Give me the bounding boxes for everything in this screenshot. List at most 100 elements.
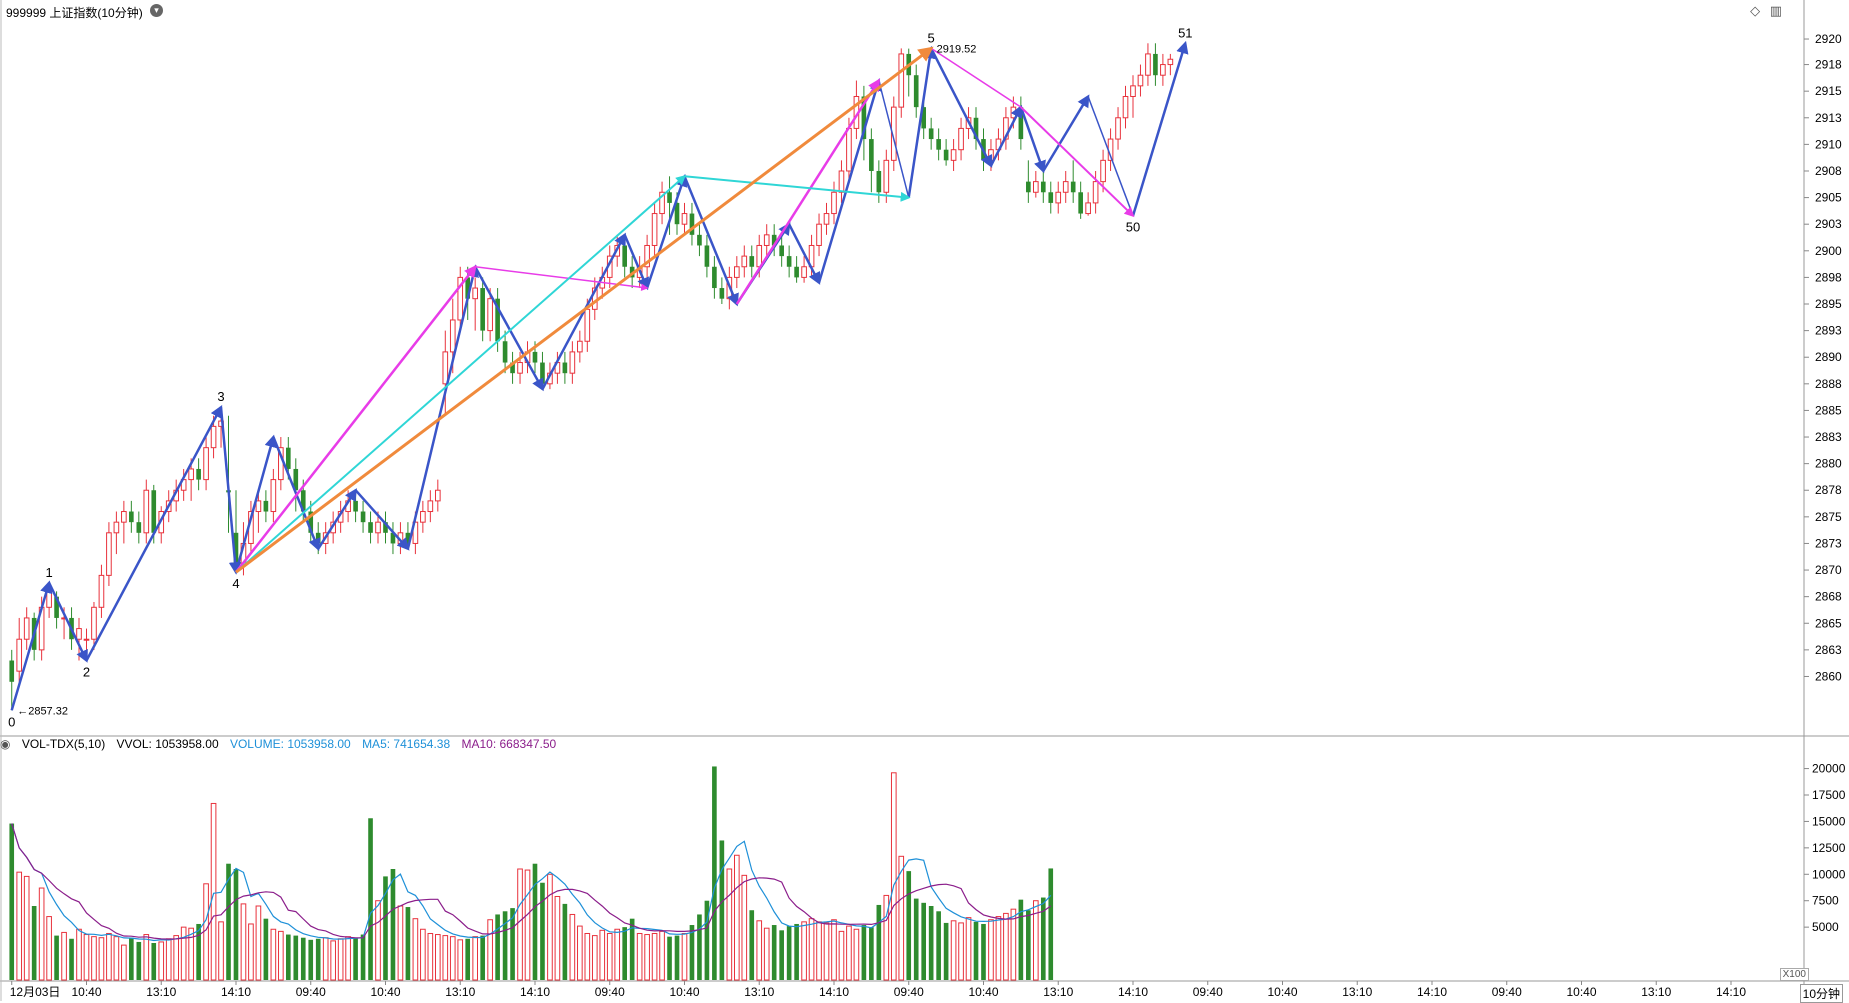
candle-up [883,159,890,193]
chart-header: 999999 上证指数(10分钟) ▾ ◇ ▥ [0,0,1800,22]
volume-bar-down [510,908,515,980]
chevron-down-icon[interactable]: ▾ [150,4,163,17]
x-tick-label: 10:40 [71,985,101,999]
y-tick-label: 2895 [1815,297,1842,311]
candle-down [465,277,471,299]
wave-line-blue [272,436,321,552]
candle-down [771,234,777,246]
volume-bar-up [898,855,905,981]
volume-bar-up [337,938,344,981]
volume-bar-down [383,876,388,980]
candle-up [569,351,576,374]
wave-line-blue [234,434,277,573]
candle-down [943,149,949,161]
volume-bar-down [129,937,134,980]
wave-label: 3 [217,389,224,404]
legend-ma10: MA10: 668347.50 [461,737,557,751]
volume-bar-up [270,928,277,981]
panel-toggle-icon[interactable]: ▥ [1769,3,1782,18]
volume-bar-down [1018,899,1024,980]
volume-bar-up [345,936,351,981]
period-selector[interactable]: 10分钟 [1799,984,1843,1003]
diamond-icon[interactable]: ◇ [1750,3,1761,18]
volume-bar-up [554,895,561,981]
wave-label: 5 [928,30,935,45]
y-tick-label: 2913 [1815,111,1842,125]
candle-down [196,468,201,480]
volume-bar-down [1040,897,1046,980]
wave-line-blue [683,175,739,307]
y-tick-label: 2893 [1815,324,1842,338]
candle-down [674,202,680,225]
candle-up [210,425,217,449]
candle-down [697,234,702,246]
candle-down [1040,181,1046,193]
candle-up [188,468,194,481]
volume-bar-down [704,900,710,980]
candle-down [532,351,538,363]
x-tick-label: 09:40 [595,985,625,999]
candle-up [375,521,381,534]
candle-up [1122,95,1129,119]
y-tick-label: 2863 [1815,643,1842,657]
volume-bar-down [674,935,680,980]
x-tick-label: 14:10 [1118,985,1148,999]
candle-up [427,500,434,513]
volume-bar-up [1032,900,1039,981]
wave-line-blue [930,47,993,168]
wave-line-cyan [235,174,686,573]
volume-bar-up [173,935,180,981]
volume-bar-down [1026,910,1031,980]
y-tick-label: 2915 [1815,84,1842,98]
volume-bar-down [480,935,485,980]
volume-bar-down [667,936,672,980]
volume-bar-up [756,920,763,981]
volume-bar-down [315,938,321,980]
volume-bar-down [293,935,299,980]
volume-bar-up [248,923,254,981]
volume-bar-up [659,930,665,981]
candle-down [1026,181,1031,193]
volume-bar-down [921,902,927,980]
candle-up [420,511,426,523]
wave-line-blue [645,173,688,289]
volume-bar-up [188,927,194,981]
volume-bar-down [981,923,986,980]
volume-bar-up [681,932,688,981]
volume-bar-up [883,894,890,981]
volume-bar-down [779,930,784,980]
y-tick-label: 2868 [1815,590,1842,604]
volume-bar-up [890,772,897,981]
wave-label: ←2857.32 [17,705,68,717]
candle-up [23,617,30,640]
volume-bar-up [165,938,172,981]
candle-down [869,139,874,171]
vol-y-tick-label: 12500 [1812,841,1846,855]
candle-up [988,149,994,161]
volume-bar-up [83,934,90,981]
wave-line-blue [474,266,544,392]
volume-bar-down [405,907,411,980]
candle-down [936,139,941,150]
volume-bar-up [158,941,165,981]
x-tick-label: 13:10 [1342,985,1372,999]
volume-bar-up [569,913,576,981]
volume-bar-down [906,871,912,980]
legend-name: VOL-TDX(5,10) [21,737,106,751]
vol-y-tick-label: 10000 [1812,867,1846,881]
candle-up [898,53,905,108]
candle-up [651,213,658,246]
candle-up [143,489,150,534]
volume-bar-up [113,936,120,981]
volume-bar-down [973,921,979,980]
candle-down [973,117,979,140]
candle-down [1018,107,1024,140]
candle-down [300,490,306,512]
x-tick-label: 14:10 [221,985,251,999]
y-tick-label: 2903 [1815,217,1842,231]
candle-down [390,532,396,544]
legend-vvol: VVOL: 1053958.00 [116,737,219,751]
volume-bar-up [23,875,30,981]
x-tick-label: 10:40 [968,985,998,999]
